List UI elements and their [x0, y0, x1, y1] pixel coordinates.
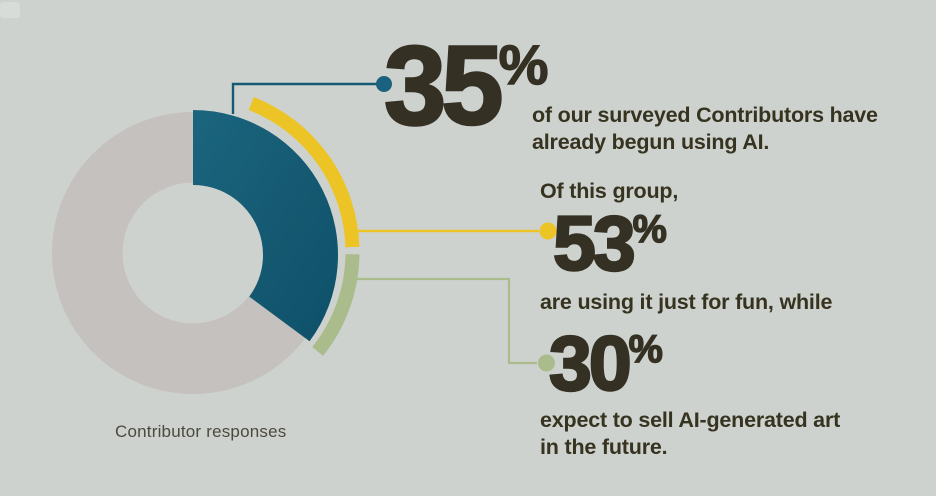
group-intro-text: Of this group, — [540, 179, 679, 203]
connector-line-teal — [231, 82, 380, 114]
stat-ai-adoption-description: of our surveyed Contributors have already… — [532, 102, 878, 156]
stat-sell: 30% — [548, 324, 664, 404]
percent-sign: % — [632, 208, 668, 251]
stat-fun: 53% — [552, 204, 668, 284]
stat-ai-adoption-value: 35 — [383, 23, 505, 148]
desc-line: expect to sell AI-generated art — [540, 408, 841, 432]
percent-sign: % — [628, 328, 664, 371]
stat-sell-description: expect to sell AI-generated art in the fu… — [540, 407, 840, 461]
corner-artifact — [0, 2, 20, 18]
outer-arc-fun — [248, 97, 360, 248]
desc-line: of our surveyed Contributors have — [532, 103, 878, 127]
desc-line: in the future. — [540, 435, 668, 459]
outer-arc-sell — [312, 254, 360, 356]
stat-fun-value: 53 — [552, 201, 637, 287]
desc-line: already begun using AI. — [532, 130, 770, 154]
percent-sign: % — [498, 33, 549, 96]
stat-fun-description: are using it just for fun, while — [540, 290, 833, 314]
connector-dot-teal — [376, 76, 392, 92]
stat-ai-adoption: 35% — [383, 28, 549, 143]
connector-dot-yellow — [539, 222, 557, 240]
connector-dot-green — [538, 354, 555, 372]
chart-caption: Contributor responses — [115, 422, 287, 441]
donut-slice-ai-users — [193, 110, 338, 342]
stat-sell-value: 30 — [548, 321, 633, 407]
connector-line-green — [349, 277, 537, 365]
